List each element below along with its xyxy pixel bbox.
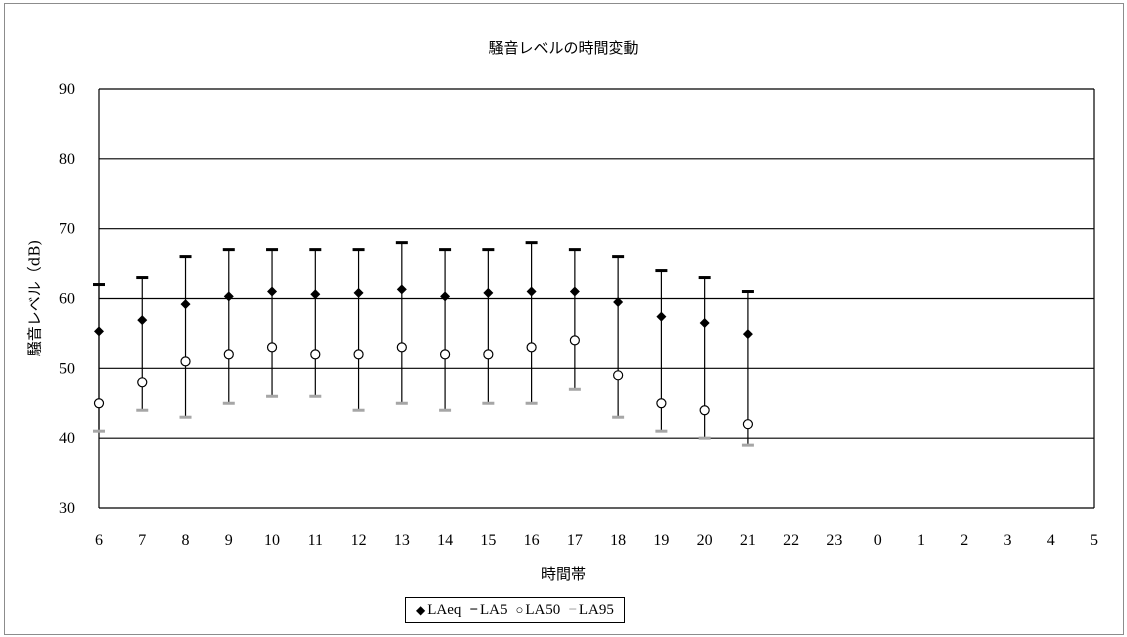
x-tick-label-23: 23 bbox=[826, 532, 842, 549]
x-tick-label-3: 3 bbox=[1003, 532, 1011, 549]
laeq-point-19 bbox=[656, 311, 667, 322]
laeq-point-17 bbox=[569, 286, 580, 297]
y-tick-label-70: 70 bbox=[59, 221, 75, 238]
x-tick-label-6: 6 bbox=[95, 532, 103, 549]
x-tick-label-14: 14 bbox=[437, 532, 453, 549]
legend-item-laeq: ◆ LAeq bbox=[416, 602, 461, 619]
la50-point-21 bbox=[742, 419, 754, 430]
x-tick-label-7: 7 bbox=[138, 532, 146, 549]
circle-icon: ○ bbox=[515, 602, 524, 617]
x-tick-label-20: 20 bbox=[697, 532, 713, 549]
laeq-point-9 bbox=[223, 291, 234, 302]
laeq-point-11 bbox=[310, 289, 321, 300]
y-tick-label-50: 50 bbox=[59, 360, 75, 377]
legend-label-la50: LA50 bbox=[525, 601, 561, 618]
x-tick-label-9: 9 bbox=[225, 532, 233, 549]
laeq-point-8 bbox=[180, 299, 191, 310]
la50-point-16 bbox=[526, 342, 537, 353]
x-tick-label-5: 5 bbox=[1090, 532, 1098, 549]
laeq-point-13 bbox=[396, 284, 407, 295]
laeq-point-16 bbox=[526, 286, 537, 297]
x-axis-label: 時間帯 bbox=[540, 565, 586, 583]
x-tick-label-17: 17 bbox=[567, 532, 583, 549]
x-tick-label-15: 15 bbox=[480, 532, 496, 549]
legend-label-la95: LA95 bbox=[578, 601, 614, 618]
laeq-point-12 bbox=[353, 287, 364, 298]
y-tick-label-80: 80 bbox=[59, 151, 75, 168]
laeq-point-10 bbox=[267, 286, 278, 297]
y-tick-label-90: 90 bbox=[59, 81, 75, 98]
la50-point-14 bbox=[439, 349, 451, 360]
diamond-icon: ◆ bbox=[416, 602, 426, 617]
la50-point-9 bbox=[223, 349, 234, 360]
x-tick-label-11: 11 bbox=[308, 532, 323, 549]
x-tick-label-12: 12 bbox=[351, 532, 367, 549]
x-tick-label-16: 16 bbox=[524, 532, 540, 549]
la50-point-18 bbox=[613, 370, 624, 381]
x-tick-label-18: 18 bbox=[610, 532, 626, 549]
legend: ◆ LAeq − LA5 ○ LA50 − LA95 bbox=[405, 597, 625, 623]
x-tick-label-10: 10 bbox=[264, 532, 280, 549]
x-tick-label-4: 4 bbox=[1047, 532, 1055, 549]
legend-item-la95: − LA95 bbox=[568, 602, 614, 619]
x-tick-label-19: 19 bbox=[653, 532, 669, 549]
la50-point-17 bbox=[569, 335, 580, 346]
laeq-point-20 bbox=[699, 317, 710, 328]
la50-point-11 bbox=[310, 349, 321, 360]
laeq-point-7 bbox=[137, 315, 148, 326]
legend-label-laeq: LAeq bbox=[427, 601, 462, 618]
chart-frame bbox=[4, 3, 1124, 635]
x-tick-label-1: 1 bbox=[917, 532, 925, 549]
legend-label-la5: LA5 bbox=[479, 601, 508, 618]
laeq-point-6 bbox=[94, 326, 104, 337]
legend-item-la50: ○ LA50 bbox=[515, 602, 560, 619]
y-tick-label-60: 60 bbox=[59, 291, 75, 308]
la50-point-6 bbox=[93, 398, 105, 409]
dash-icon: − bbox=[469, 601, 478, 618]
y-tick-label-30: 30 bbox=[59, 500, 75, 517]
la50-point-19 bbox=[656, 398, 667, 409]
la50-point-12 bbox=[353, 349, 364, 360]
x-tick-label-2: 2 bbox=[960, 532, 968, 549]
laeq-point-14 bbox=[440, 291, 451, 302]
laeq-point-15 bbox=[483, 287, 494, 298]
laeq-point-21 bbox=[742, 329, 753, 340]
x-tick-label-22: 22 bbox=[783, 532, 799, 549]
chart-title: 騒音レベルの時間変動 bbox=[488, 39, 639, 57]
gray-dash-icon: − bbox=[568, 601, 577, 618]
la50-point-10 bbox=[266, 342, 278, 353]
la50-point-20 bbox=[699, 405, 710, 416]
la50-point-15 bbox=[483, 349, 494, 360]
legend-item-la5: − LA5 bbox=[469, 602, 507, 619]
la50-point-8 bbox=[180, 356, 191, 367]
la50-point-13 bbox=[396, 342, 407, 353]
la50-point-7 bbox=[137, 377, 148, 388]
y-tick-label-40: 40 bbox=[59, 430, 75, 447]
laeq-point-18 bbox=[613, 296, 624, 307]
x-tick-label-8: 8 bbox=[182, 532, 190, 549]
x-tick-label-21: 21 bbox=[740, 532, 756, 549]
x-tick-label-13: 13 bbox=[394, 532, 410, 549]
x-tick-label-0: 0 bbox=[874, 532, 882, 549]
